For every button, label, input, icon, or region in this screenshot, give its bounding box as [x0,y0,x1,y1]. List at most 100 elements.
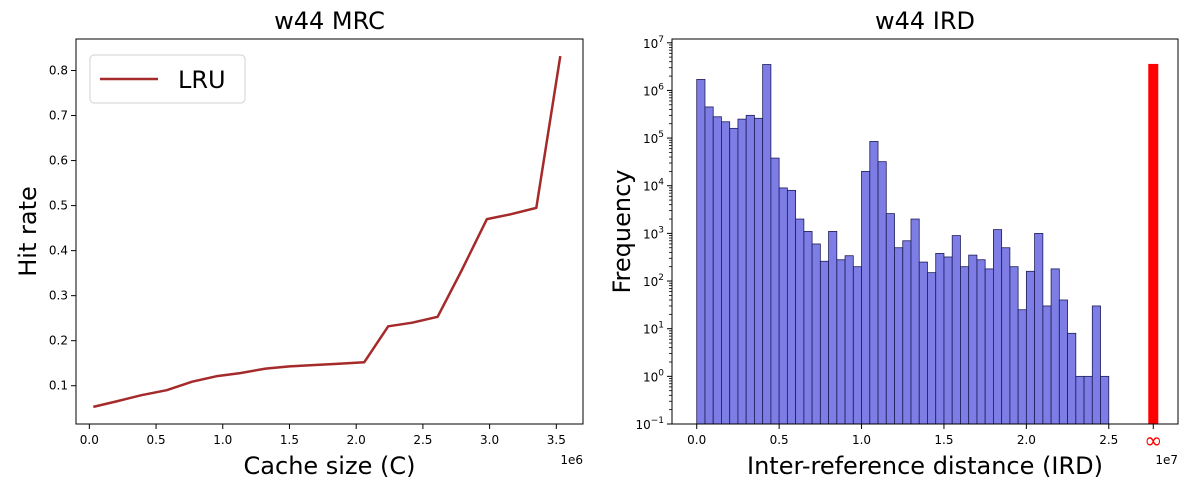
mrc-x-tick-label: 3.5 [547,433,566,447]
mrc-x-tick-label: 1.5 [280,433,299,447]
ird-bar [1009,266,1019,425]
ird-bar [745,114,755,425]
ird-infinity-bar [1148,63,1159,424]
ird-y-ticks: 10−1 100 101 102 103 104 105 106 107 [635,35,672,432]
ird-bar [935,253,945,425]
ird-y-tick-label: 102 [643,273,664,289]
ird-bar [795,218,805,425]
mrc-legend-box [89,54,246,104]
ird-bar [1017,309,1027,425]
ird-y-tick-label: 10−1 [635,416,664,432]
ird-y-tick-label: 103 [643,225,664,241]
ird-title: w44 IRD [875,7,975,35]
ird-bar [828,231,838,425]
ird-bar [960,266,970,425]
mrc-title: w44 MRC [274,7,385,35]
ird-bar [1025,270,1035,425]
ird-x-tick-label: 0.0 [687,433,706,447]
ird-bar [696,79,706,425]
ird-bar [852,266,862,425]
mrc-x-tick-label: 0.5 [147,433,166,447]
mrc-x-tick-label: 2.0 [347,433,366,447]
ird-x-tick-label: 1.0 [852,433,871,447]
ird-bar [943,256,953,425]
mrc-y-tick-label: 0.1 [49,379,68,393]
ird-y-tick-label: 107 [643,35,664,51]
ird-bar [869,141,879,425]
ird-bar [927,272,937,425]
ird-bars [696,64,1110,425]
ird-bar [984,268,994,425]
ird-x-offset-label: 1e7 [1155,453,1178,467]
ird-bar [894,247,904,425]
mrc-x-tick-label: 2.5 [413,433,432,447]
ird-bar [712,116,722,425]
ird-bar [819,260,829,425]
ird-x-axis-label: Inter-reference distance (IRD) [747,452,1103,480]
ird-bar [811,243,821,425]
mrc-chart: 0.0 0.5 1.0 1.5 2.0 2.5 3.0 3.5 0.1 0.2 0.3 0.4 0.5… [14,7,584,480]
ird-bar [721,121,731,425]
mrc-legend-label: LRU [178,66,226,94]
ird-y-tick-label: 104 [643,178,664,194]
ird-bar [770,157,780,425]
mrc-y-tick-label: 0.6 [49,154,68,168]
mrc-legend: LRU [89,54,246,104]
ird-bar [704,106,714,425]
ird-bar [993,229,1003,425]
mrc-series-line [93,55,562,409]
ird-x-tick-label: 2.5 [1099,433,1118,447]
mrc-y-axis-label: Hit rate [14,186,42,277]
mrc-y-tick-label: 0.4 [49,244,68,258]
ird-bar [1034,232,1044,425]
ird-y-tick-label: 105 [643,130,664,146]
ird-bar [737,118,747,425]
ird-bar [1042,305,1052,425]
ird-bar [861,170,871,425]
ird-bar [1100,375,1110,425]
mrc-x-axis-label: Cache size (C) [244,452,416,480]
mrc-y-tick-label: 0.2 [49,334,68,348]
mrc-x-tick-label: 3.0 [480,433,499,447]
ird-bar [1067,332,1077,425]
ird-bar [902,240,912,425]
ird-plot-frame [671,38,1179,425]
ird-bar [885,213,895,425]
ird-bar [918,261,928,425]
mrc-y-tick-label: 0.8 [49,64,68,78]
ird-y-tick-label: 101 [643,321,664,337]
ird-chart: 0.0 0.5 1.0 1.5 2.0 2.5 10−110010110210310410… [608,7,1179,480]
ird-y-tick-label: 100 [643,368,664,384]
ird-bar [1075,375,1085,425]
mrc-plot-frame [75,38,584,425]
ird-bar [762,64,772,425]
mrc-x-tick-label: 1.0 [213,433,232,447]
ird-bar [1050,268,1060,425]
ird-bar [754,117,764,425]
ird-bar [729,127,739,425]
ird-x-tick-label: 2.0 [1017,433,1036,447]
mrc-x-offset-label: 1e6 [560,453,583,467]
ird-bar [976,259,986,425]
ird-bar [1083,375,1093,425]
ird-bar [1001,247,1011,425]
mrc-y-ticks: 0.1 0.2 0.3 0.4 0.5 0.6 0.7 0.8 [49,64,76,393]
mrc-series [93,55,562,409]
ird-bar [786,189,797,425]
ird-bar [910,218,920,425]
ird-bar [1058,299,1068,425]
ird-bar [803,231,813,425]
ird-bar [951,235,961,425]
ird-y-tick-label: 106 [643,82,664,98]
ird-bar [1091,305,1101,425]
ird-x-tick-label: 1.5 [934,433,953,447]
ird-y-axis-label: Frequency [608,170,636,294]
ird-bar [778,187,788,425]
ird-bar [968,254,978,425]
mrc-x-tick-label: 0.0 [80,433,99,447]
ird-x-ticks: 0.0 0.5 1.0 1.5 2.0 2.5 [687,424,1154,447]
mrc-y-tick-label: 0.3 [49,289,68,303]
mrc-y-tick-label: 0.7 [49,109,68,123]
ird-x-tick-label: 0.5 [770,433,789,447]
